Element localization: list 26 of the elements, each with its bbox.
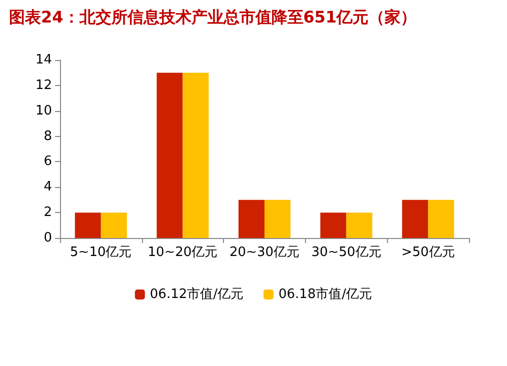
x-tick-label: 10~20亿元 bbox=[148, 245, 218, 260]
bar bbox=[428, 200, 454, 238]
bar bbox=[238, 200, 264, 238]
bar bbox=[402, 200, 428, 238]
y-tick-label: 0 bbox=[44, 230, 52, 246]
x-tick-label: >50亿元 bbox=[401, 245, 455, 260]
bar bbox=[156, 72, 183, 238]
x-tick-label: 30~50亿元 bbox=[311, 245, 382, 260]
x-tick-label: 20~30亿元 bbox=[230, 245, 300, 260]
bar bbox=[320, 212, 346, 238]
bar bbox=[100, 212, 127, 238]
y-tick-label: 12 bbox=[35, 78, 52, 93]
bar bbox=[74, 212, 101, 238]
y-tick-label: 2 bbox=[44, 205, 52, 220]
y-tick-label: 8 bbox=[44, 128, 52, 144]
bar bbox=[346, 212, 372, 238]
y-tick-label: 14 bbox=[35, 52, 52, 68]
chart-title: 图表24：北交所信息技术产业总市值降至651亿元（家） bbox=[9, 8, 417, 26]
bar bbox=[264, 200, 290, 238]
bar bbox=[182, 72, 209, 238]
y-tick-label: 6 bbox=[44, 154, 52, 170]
x-tick-label: 5~10亿元 bbox=[70, 245, 132, 260]
y-tick-label: 10 bbox=[35, 103, 52, 118]
legend-label: 06.12市值/亿元 bbox=[150, 287, 244, 302]
y-tick-label: 4 bbox=[44, 180, 52, 195]
legend-label: 06.18市值/亿元 bbox=[278, 287, 372, 302]
